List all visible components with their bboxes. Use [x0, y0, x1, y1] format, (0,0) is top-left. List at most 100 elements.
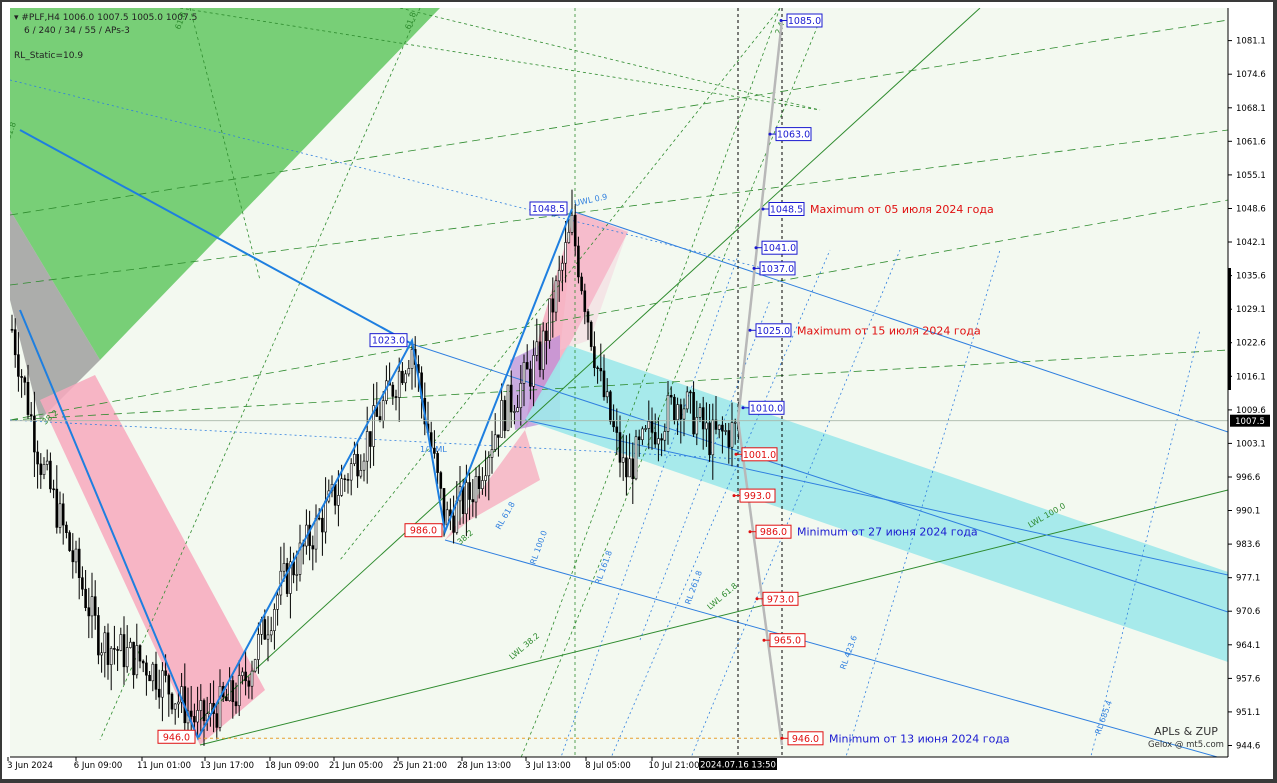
candle-body — [561, 262, 564, 271]
zigzag-label-box — [529, 201, 568, 216]
y-tick-label: 1029.1 — [1236, 305, 1266, 315]
candle-body — [433, 447, 436, 454]
candle-body — [660, 438, 663, 441]
candle-body — [177, 701, 180, 705]
candle-body — [308, 524, 311, 546]
current-price-box — [1230, 414, 1270, 427]
candle-body — [97, 615, 100, 656]
candle-body — [381, 400, 385, 421]
candle-body — [324, 500, 327, 533]
candle-body — [42, 464, 46, 475]
x-tick-label: 18 Jun 09:00 — [265, 761, 319, 771]
y-tick-label: 1061.6 — [1236, 137, 1266, 147]
candle-body — [714, 419, 718, 430]
fan-line-1 — [10, 19, 1228, 216]
candle-body — [87, 607, 91, 617]
price-level-dot — [741, 406, 745, 410]
candle-body — [77, 548, 81, 578]
candle-body — [84, 588, 87, 609]
candle-body — [625, 457, 628, 478]
candle-body — [196, 710, 199, 723]
candle-body — [247, 680, 251, 687]
grid-diag-3 — [189, 8, 261, 281]
price-level-label: 1063.0 — [777, 130, 810, 141]
zigzag-label: 946.0 — [163, 732, 190, 743]
candle-body — [266, 634, 270, 640]
price-level-label: 1001.0 — [743, 450, 776, 461]
candle-body — [161, 670, 164, 698]
y-tick-label: 996.6 — [1236, 473, 1260, 483]
y-tick-label: 1048.6 — [1236, 205, 1266, 215]
x-tick-label: 13 Jun 17:00 — [200, 761, 254, 771]
candle-body — [100, 652, 103, 656]
candle-body — [673, 396, 676, 421]
reaction-line-3 — [690, 249, 901, 757]
candle-body — [340, 478, 343, 496]
watermark-credit: Gelox @ mt5.com — [1148, 740, 1224, 750]
candle-body — [359, 469, 363, 477]
candle-body — [273, 609, 276, 632]
candle-body — [593, 346, 596, 369]
candle-body — [653, 432, 657, 445]
candle-body — [170, 693, 174, 710]
candle-body — [337, 495, 340, 506]
price-level-box — [759, 261, 796, 276]
indicator-info: RL_Static=10.9 — [14, 51, 83, 61]
candle-body — [119, 634, 123, 651]
candle-body — [125, 647, 129, 668]
grid-diag-1 — [179, 8, 821, 111]
candle-body — [356, 453, 359, 477]
candle-body — [218, 685, 222, 728]
candle-body — [17, 354, 20, 377]
candle-body — [663, 431, 667, 441]
y-tick-label: 1081.1 — [1236, 37, 1266, 47]
candle-body — [484, 475, 487, 481]
candle-body — [676, 404, 679, 421]
candle-body — [215, 713, 219, 728]
y-tick-label: 977.1 — [1236, 574, 1260, 584]
cursor-time-box — [699, 758, 777, 770]
candle-body — [516, 407, 519, 412]
candle-body — [557, 269, 561, 282]
candle-body — [724, 430, 727, 432]
candle-body — [596, 367, 599, 370]
zigzag-line — [19, 208, 573, 741]
candle-body — [631, 458, 635, 479]
candle-body — [586, 311, 590, 323]
candle-body — [730, 422, 734, 448]
price-level-box — [755, 323, 792, 338]
price-level-note: Maximum от 05 июля 2024 года — [810, 203, 994, 216]
zigzag-label-box — [369, 333, 408, 348]
candle-body — [311, 545, 315, 550]
watermark-title: APLs & ZUP — [1154, 725, 1218, 738]
candle-body — [708, 422, 711, 456]
fan-line-2 — [10, 129, 1228, 286]
grid-diag-2 — [399, 8, 821, 111]
price-level-dot — [780, 736, 784, 740]
candle-body — [487, 457, 491, 477]
price-level-dot — [768, 132, 772, 136]
price-level-box — [748, 400, 785, 415]
x-tick-label: 6 Jun 09:00 — [74, 761, 123, 771]
candle-body — [20, 376, 23, 378]
blue-diag-1 — [10, 79, 771, 271]
candle-body — [362, 460, 366, 471]
candle-body — [497, 434, 500, 438]
x-tick-label: 28 Jun 13:00 — [457, 761, 511, 771]
candle-body — [314, 517, 318, 550]
price-level-box — [769, 633, 806, 648]
candle-body — [471, 499, 475, 503]
candle-body — [551, 298, 555, 313]
zigzag-label-box — [157, 729, 196, 744]
candle-body — [525, 362, 529, 370]
candle-body — [621, 457, 625, 463]
candle-body — [650, 420, 654, 433]
line-label: 1/2 ML — [420, 445, 447, 454]
candle-body — [721, 424, 724, 432]
candle-body — [580, 276, 583, 292]
candle-body — [49, 460, 52, 490]
candle-body — [317, 517, 321, 520]
candle-body — [647, 420, 651, 429]
candle-body — [58, 503, 62, 528]
